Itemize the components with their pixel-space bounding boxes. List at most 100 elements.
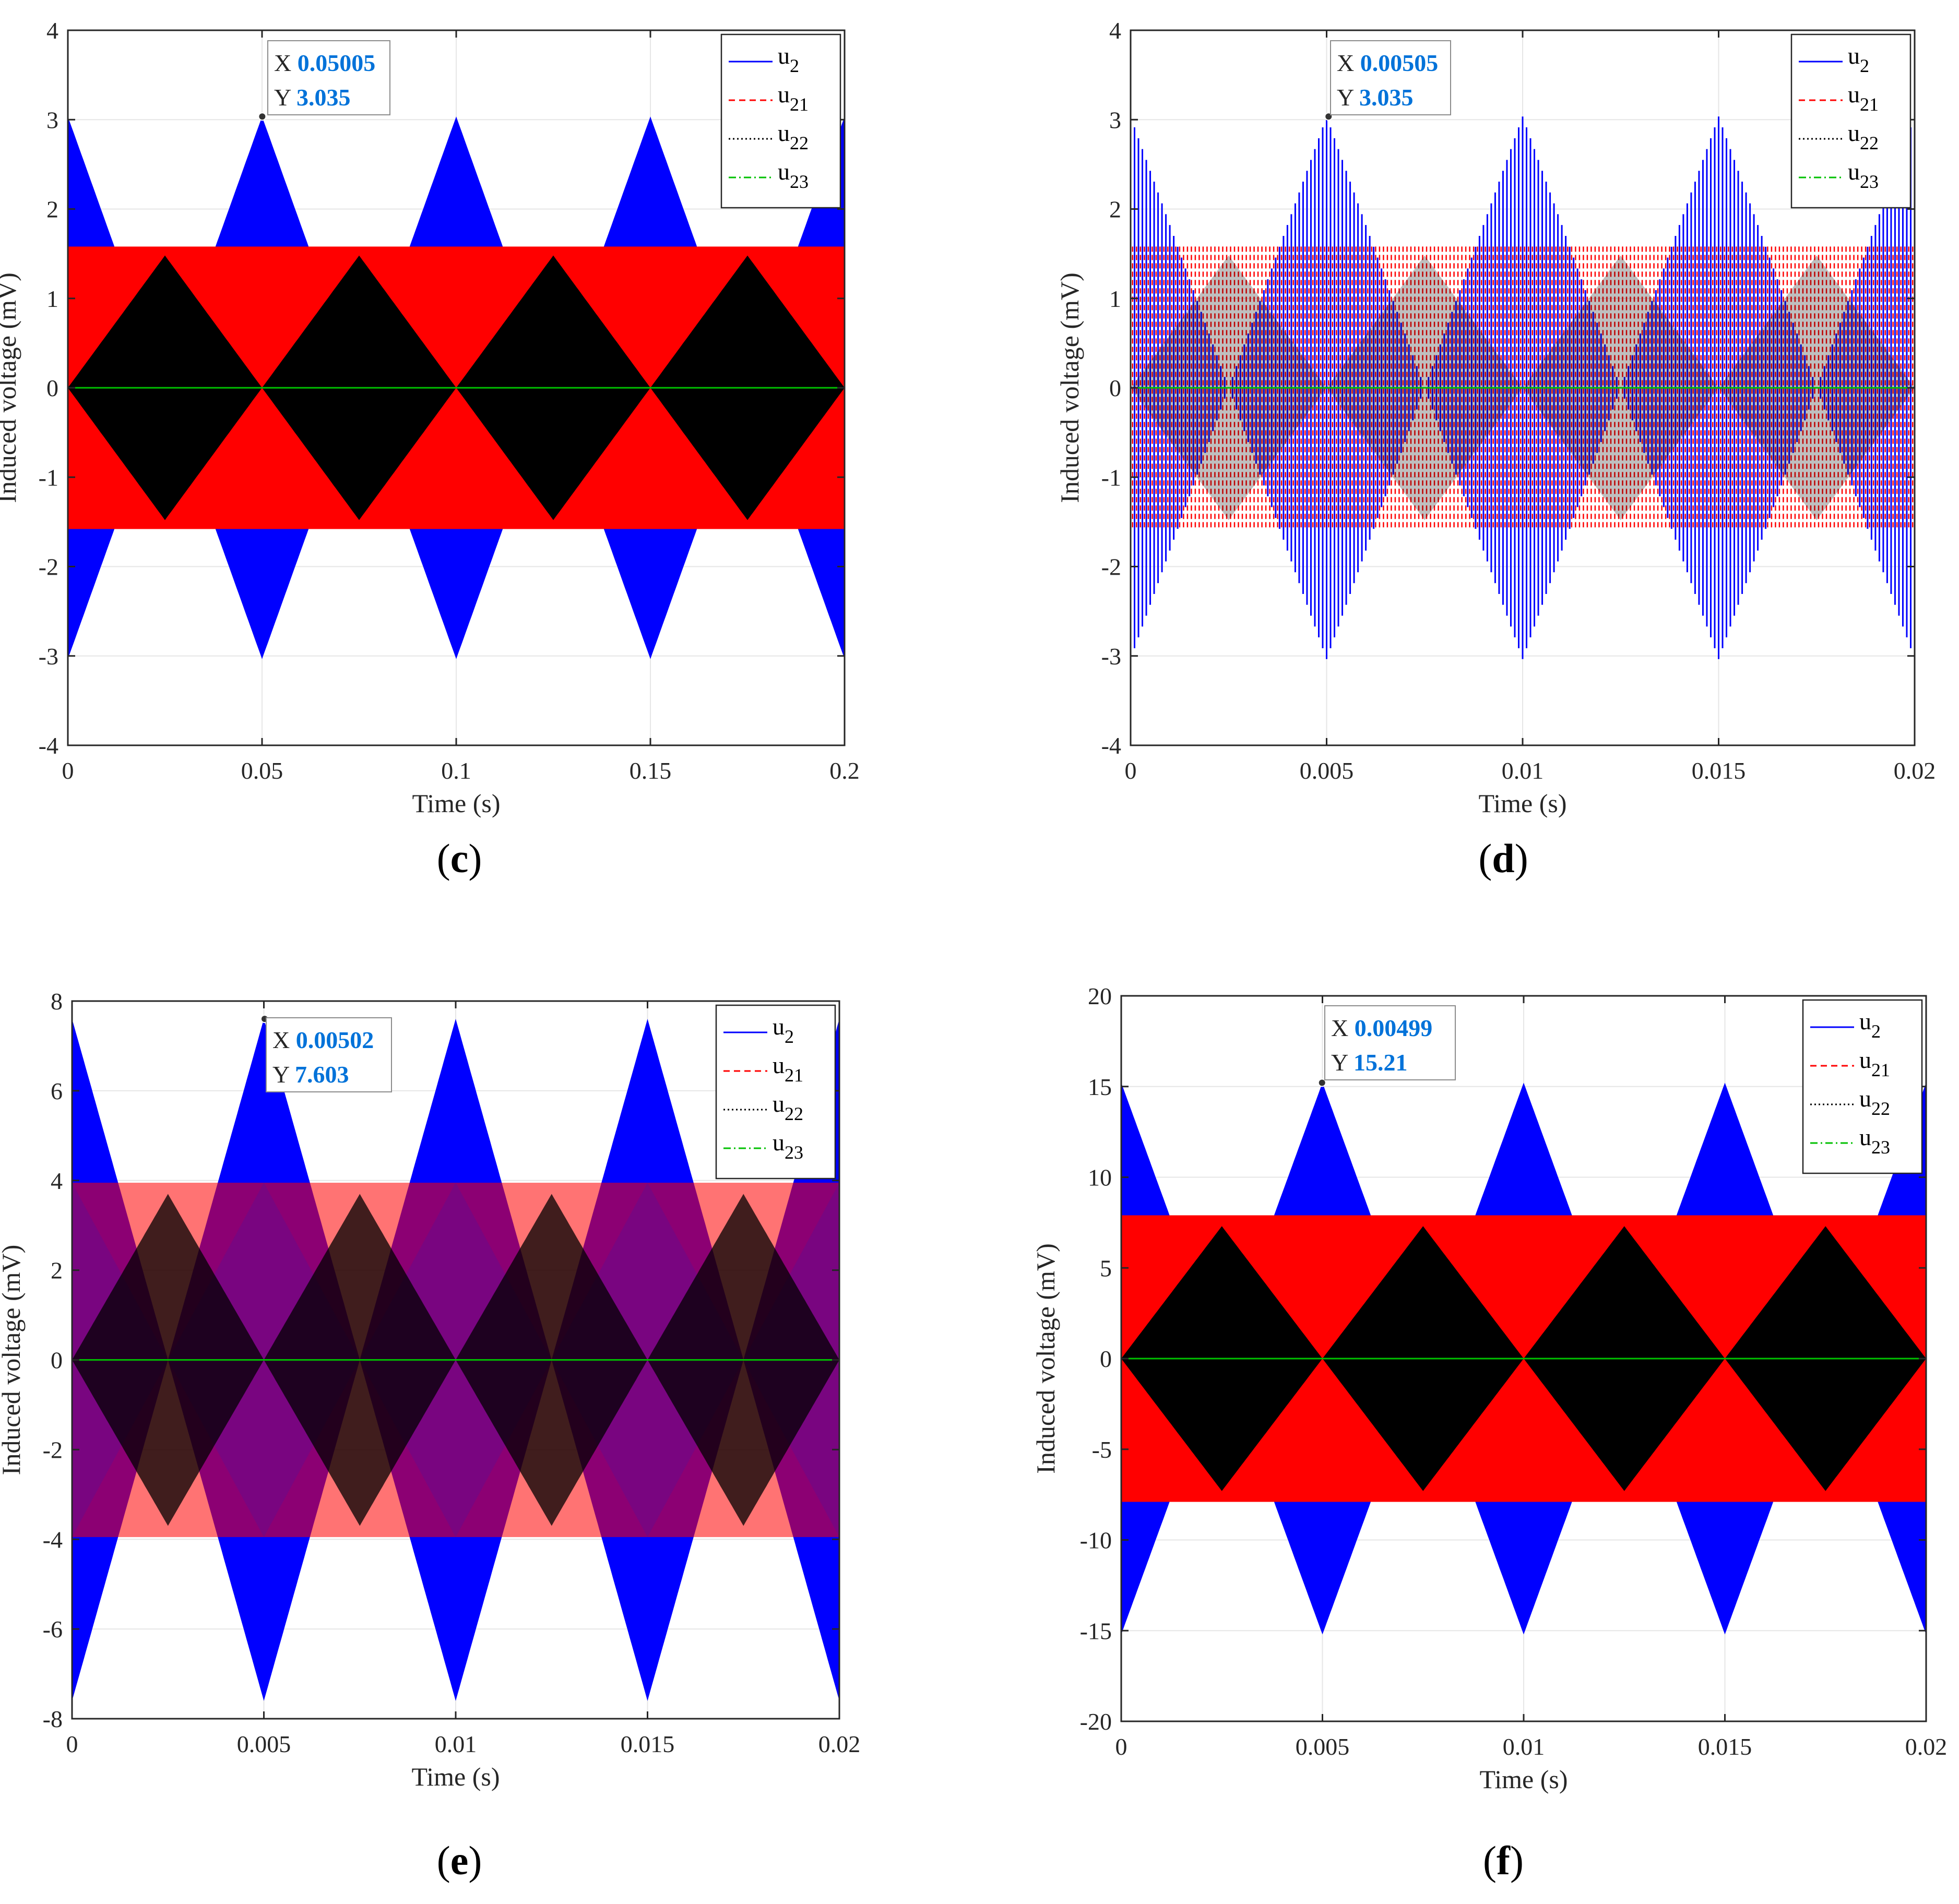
legend: u2 u21 u22 u23	[720, 33, 841, 209]
datatip-x: X 0.00502	[272, 1027, 374, 1053]
legend-label-u22: u22	[778, 120, 809, 153]
caption-c: (c)	[436, 836, 482, 881]
y-tick-label: -4	[43, 1526, 63, 1553]
legend-box	[715, 1004, 836, 1180]
x-tick-label: 0	[1115, 1733, 1127, 1760]
x-axis-label: Time (s)	[1478, 789, 1566, 818]
caption-d: (d)	[1478, 836, 1528, 881]
legend-label-u2: u2	[778, 42, 799, 76]
x-tick-label: 0.015	[621, 1731, 675, 1757]
y-tick-label: 0	[46, 375, 58, 401]
datatip: X 0.00505 Y 3.035	[1330, 40, 1451, 115]
series-u21	[1132, 246, 1914, 529]
y-tick-label: 10	[1088, 1164, 1112, 1191]
datatip-box	[266, 1017, 392, 1092]
x-tick-label: 0.01	[1503, 1733, 1545, 1760]
y-tick-label: -8	[43, 1706, 63, 1732]
y-tick-label: -6	[43, 1616, 63, 1643]
x-tick-label: 0	[66, 1731, 78, 1757]
datatip-box	[1330, 40, 1451, 115]
datatip-marker	[1317, 1078, 1326, 1087]
y-tick-label: 6	[51, 1078, 63, 1104]
caption-e: (e)	[436, 1838, 482, 1883]
y-tick-label: 3	[1109, 106, 1121, 133]
y-tick-label: 20	[1088, 983, 1112, 1009]
y-axis-label: Induced voltage (mV)	[0, 1245, 26, 1475]
y-tick-label: -1	[39, 464, 58, 491]
y-tick-label: 3	[46, 106, 58, 133]
x-tick-label: 0.02	[1905, 1733, 1948, 1760]
x-tick-label: 0.02	[818, 1731, 861, 1757]
y-tick-label: 5	[1100, 1255, 1112, 1281]
y-tick-label: 2	[1109, 196, 1121, 223]
x-tick-label: 0.1	[441, 757, 471, 784]
x-axis-label: Time (s)	[412, 789, 500, 818]
legend: u2 u21 u22 u23	[1790, 33, 1911, 209]
plot-series	[72, 1019, 839, 1701]
y-tick-label: 2	[46, 196, 58, 223]
y-tick-label: 2	[51, 1257, 63, 1284]
legend-box	[720, 33, 841, 209]
y-tick-label: -1	[1101, 464, 1121, 491]
datatip-y: Y 3.035	[274, 84, 351, 111]
chart-panel-c: 0 0.05 0.1 0.15 0.2 -4 -3 -2 -1 0 1 2 3 4 Time (s) Indu…	[0, 17, 860, 818]
y-tick-label: -2	[39, 554, 58, 580]
datatip: X 0.00502 Y 7.603	[266, 1017, 392, 1092]
chart-panel-d: 0 0.005 0.01 0.015 0.02 -4 -3 -2 -1 0 1 2 3 4 Time (s)…	[1055, 17, 1936, 818]
legend: u2 u21 u22 u23	[1802, 999, 1923, 1174]
y-tick-label: -2	[43, 1436, 63, 1463]
y-axis-label: Induced voltage (mV)	[0, 272, 21, 503]
y-tick-label: 4	[46, 17, 58, 44]
x-tick-label: 0.005	[237, 1731, 291, 1757]
legend-label-u21: u21	[1848, 81, 1879, 115]
y-tick-label: 1	[1109, 285, 1121, 312]
x-tick-label: 0.005	[1300, 757, 1354, 784]
x-tick-label: 0.15	[630, 757, 672, 784]
chart-panel-f: 0 0.005 0.01 0.015 0.02 -20 -15 -10 -5 0 5 10 15 20 Ti…	[1031, 983, 1947, 1794]
legend-label-u21: u21	[773, 1052, 803, 1086]
legend-label-u23: u23	[1848, 158, 1879, 192]
y-tick-label: -5	[1092, 1436, 1112, 1463]
x-tick-label: 0.015	[1698, 1733, 1752, 1760]
datatip: X 0.00499 Y 15.21	[1324, 1005, 1456, 1080]
legend-box	[1790, 33, 1911, 209]
legend-label-u23: u23	[773, 1129, 803, 1163]
y-tick-label: 1	[46, 285, 58, 312]
y-tick-label: 0	[1109, 375, 1121, 401]
y-tick-label: -10	[1080, 1527, 1112, 1554]
y-tick-label: 4	[1109, 17, 1121, 44]
x-tick-label: 0.01	[435, 1731, 477, 1757]
legend-box	[1802, 999, 1923, 1174]
x-axis-label: Time (s)	[411, 1762, 500, 1791]
x-tick-label: 0.05	[241, 757, 283, 784]
legend-label-u22: u22	[773, 1090, 803, 1124]
legend-label-u23: u23	[1859, 1124, 1890, 1158]
legend-label-u21: u21	[1859, 1046, 1890, 1080]
plot-series	[1121, 1082, 1926, 1635]
legend: u2 u21 u22 u23	[715, 1004, 836, 1180]
caption-f: (f)	[1483, 1838, 1524, 1883]
x-tick-label: 0	[62, 757, 74, 784]
legend-label-u2: u2	[1848, 42, 1869, 76]
y-tick-label: -3	[1101, 643, 1121, 670]
legend-label-u23: u23	[778, 158, 809, 192]
legend-label-u22: u22	[1859, 1085, 1890, 1119]
x-axis-label: Time (s)	[1479, 1765, 1568, 1794]
plot-series	[68, 116, 845, 659]
x-tick-label: 0	[1125, 757, 1137, 784]
y-tick-label: -4	[39, 732, 58, 759]
legend-label-u21: u21	[778, 81, 809, 115]
y-axis-label: Induced voltage (mV)	[1055, 272, 1084, 503]
y-tick-label: 0	[51, 1347, 63, 1374]
y-tick-label: -3	[39, 643, 58, 670]
y-tick-label: 0	[1100, 1346, 1112, 1372]
y-tick-label: -2	[1101, 554, 1121, 580]
y-tick-label: -4	[1101, 732, 1121, 759]
legend-label-u2: u2	[773, 1013, 794, 1047]
datatip-y: Y 3.035	[1337, 84, 1414, 111]
datatip-marker	[258, 112, 267, 121]
y-tick-label: 4	[51, 1168, 63, 1194]
plot-series	[1131, 116, 1915, 659]
y-axis-label: Induced voltage (mV)	[1031, 1243, 1060, 1474]
